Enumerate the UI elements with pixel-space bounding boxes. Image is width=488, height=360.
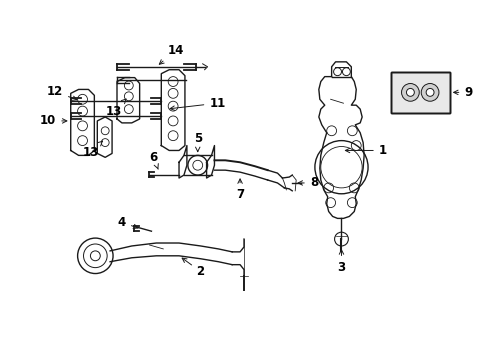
Circle shape (425, 89, 433, 96)
Text: 8: 8 (298, 176, 317, 189)
Text: 3: 3 (337, 250, 345, 274)
Text: 11: 11 (170, 97, 225, 111)
Bar (390, 72, 449, 113)
Circle shape (420, 84, 438, 101)
Text: 1: 1 (345, 144, 386, 157)
Bar (390, 72, 449, 113)
Circle shape (406, 89, 413, 96)
Text: 2: 2 (182, 258, 204, 278)
Text: 13: 13 (82, 141, 102, 159)
Text: 6: 6 (149, 151, 158, 169)
Circle shape (401, 84, 418, 101)
Text: 13: 13 (106, 99, 126, 118)
Text: 7: 7 (236, 179, 244, 201)
Text: 4: 4 (118, 216, 138, 229)
Text: 10: 10 (40, 114, 67, 127)
Text: 9: 9 (453, 86, 471, 99)
Text: 14: 14 (159, 44, 184, 64)
Bar (390, 72, 449, 113)
Text: 5: 5 (193, 132, 202, 152)
Text: 12: 12 (47, 85, 77, 100)
